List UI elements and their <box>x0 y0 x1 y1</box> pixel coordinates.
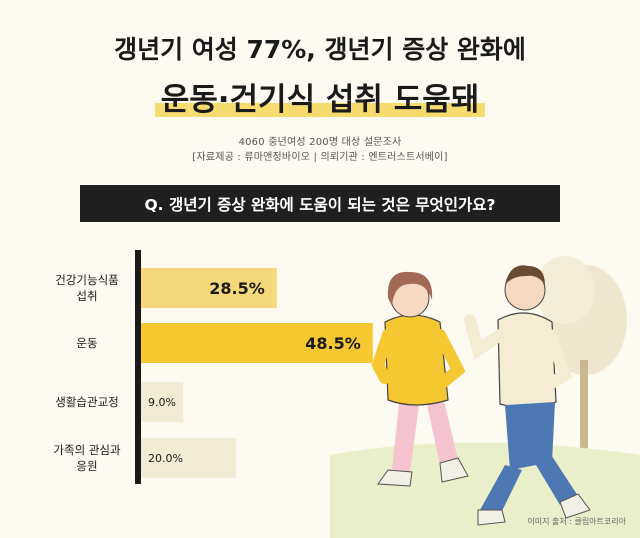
image-credit: 이미지 출처 : 클립아트코리아 <box>527 517 626 526</box>
category-label-3: 가족의 관심과 응원 <box>53 443 121 473</box>
tree-illustration <box>535 256 627 480</box>
title-line-1: 갱년기 여성 77%, 갱년기 증상 완화에 <box>114 35 526 64</box>
bar-value-label-1: 48.5% <box>305 334 361 353</box>
category-label-0: 건강기능식품 섭취 <box>55 273 118 303</box>
survey-source: [자료제공 : 류마앤정바이오 | 의뢰기관 : 엔트러스트서베이] <box>192 152 448 163</box>
title-line-2-wrap: 운동·건기식 섭취 도움돼 <box>0 74 640 119</box>
man-figure <box>464 265 591 526</box>
survey-description: 4060 중년여성 200명 대상 설문조사 <box>238 137 402 148</box>
question-banner: Q. 갱년기 증상 완화에 도움이 되는 것은 무엇인가요? <box>80 185 560 222</box>
category-label-2: 생활습관교정 <box>55 395 118 409</box>
bar-2 <box>140 382 184 422</box>
woman-figure <box>371 271 469 487</box>
question-text: Q. 갱년기 증상 완화에 도움이 되는 것은 무엇인가요? <box>144 195 496 214</box>
bar-value-label-3: 20.0% <box>148 452 183 465</box>
bars-layer: 28.5% 건강기능식품 섭취 48.5% 운동 9.0% 생활습관교정 20.0% 가족의 관… <box>53 268 373 478</box>
category-label-1: 운동 <box>76 336 97 350</box>
bar-value-label-2: 9.0% <box>148 396 176 409</box>
title-line-2: 운동·건기식 섭취 도움돼 <box>154 74 486 119</box>
bar-value-label-0: 28.5% <box>209 279 265 298</box>
bar-1 <box>140 323 373 363</box>
bar-3 <box>140 438 236 478</box>
illustration-couple-jogging <box>330 256 640 538</box>
bar-0 <box>140 268 277 308</box>
